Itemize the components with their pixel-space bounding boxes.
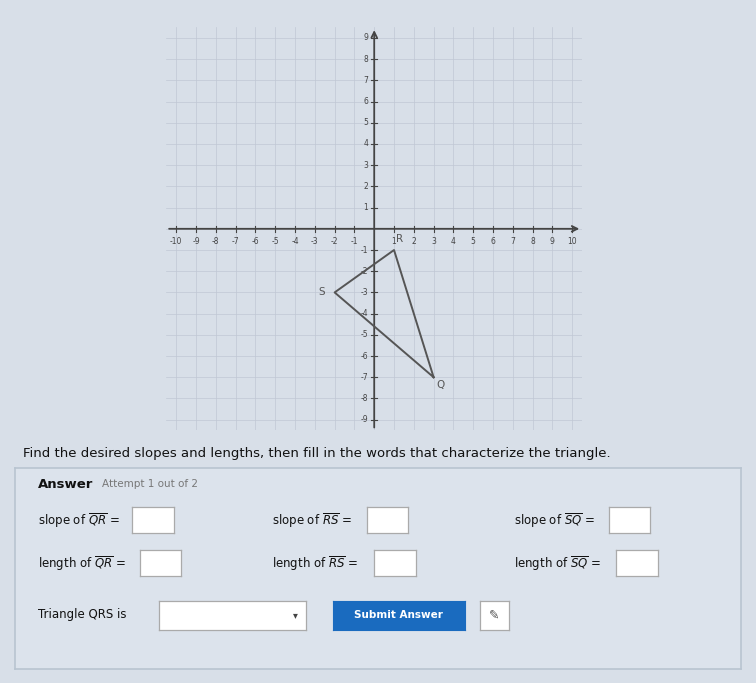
Text: 3: 3	[431, 237, 436, 247]
Text: 10: 10	[568, 237, 577, 247]
Text: -1: -1	[361, 245, 368, 255]
Text: -8: -8	[212, 237, 219, 247]
Text: 7: 7	[510, 237, 516, 247]
Text: S: S	[319, 287, 325, 296]
Text: -6: -6	[361, 352, 368, 361]
Text: -5: -5	[361, 331, 368, 339]
Text: 4: 4	[451, 237, 456, 247]
Text: length of $\overline{SQ}$ =: length of $\overline{SQ}$ =	[514, 554, 601, 573]
Text: -4: -4	[291, 237, 299, 247]
Text: Find the desired slopes and lengths, then fill in the words that characterize th: Find the desired slopes and lengths, the…	[23, 447, 610, 460]
Text: Attempt 1 out of 2: Attempt 1 out of 2	[102, 479, 198, 489]
Text: 8: 8	[530, 237, 535, 247]
Text: 1: 1	[364, 203, 368, 212]
Text: length of $\overline{RS}$ =: length of $\overline{RS}$ =	[272, 554, 358, 573]
Text: -2: -2	[361, 267, 368, 276]
Text: 8: 8	[364, 55, 368, 64]
Text: -1: -1	[351, 237, 358, 247]
Text: 5: 5	[364, 118, 368, 127]
Text: -3: -3	[361, 288, 368, 297]
Text: -9: -9	[361, 415, 368, 424]
Text: Triangle QRS is: Triangle QRS is	[38, 608, 126, 622]
Text: length of $\overline{QR}$ =: length of $\overline{QR}$ =	[38, 554, 125, 573]
Text: 9: 9	[364, 33, 368, 42]
Text: Answer: Answer	[38, 478, 93, 491]
Text: 2: 2	[364, 182, 368, 191]
Text: 4: 4	[364, 139, 368, 148]
Text: -9: -9	[192, 237, 200, 247]
Text: 1: 1	[392, 237, 396, 247]
Text: -2: -2	[331, 237, 339, 247]
Text: ✎: ✎	[489, 609, 500, 622]
Text: -10: -10	[170, 237, 182, 247]
Text: Q: Q	[437, 380, 445, 390]
Text: 5: 5	[471, 237, 476, 247]
Text: 3: 3	[364, 161, 368, 169]
Text: slope of $\overline{SQ}$ =: slope of $\overline{SQ}$ =	[514, 511, 595, 530]
Text: -4: -4	[361, 309, 368, 318]
Text: -8: -8	[361, 394, 368, 403]
Text: -6: -6	[252, 237, 259, 247]
Text: slope of $\overline{QR}$ =: slope of $\overline{QR}$ =	[38, 511, 119, 530]
Text: 6: 6	[364, 97, 368, 106]
Text: 9: 9	[550, 237, 555, 247]
Text: -5: -5	[271, 237, 279, 247]
Text: 2: 2	[411, 237, 417, 247]
Text: -7: -7	[232, 237, 240, 247]
Text: 6: 6	[491, 237, 495, 247]
Text: 7: 7	[364, 76, 368, 85]
Text: R: R	[396, 234, 403, 244]
Text: -7: -7	[361, 373, 368, 382]
Text: slope of $\overline{RS}$ =: slope of $\overline{RS}$ =	[272, 511, 352, 530]
Text: ▾: ▾	[293, 611, 299, 620]
Text: -3: -3	[311, 237, 318, 247]
Text: Submit Answer: Submit Answer	[355, 611, 443, 620]
